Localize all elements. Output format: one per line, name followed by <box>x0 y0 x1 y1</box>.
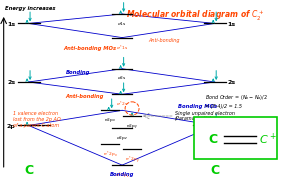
Text: 1 valence electron
lost from the 2p AO
of a parent C-atom: 1 valence electron lost from the 2p AO o… <box>13 111 60 128</box>
Text: C: C <box>24 164 33 177</box>
Text: $\sigma^*$1s: $\sigma^*$1s <box>116 43 128 53</box>
Text: C: C <box>210 164 219 177</box>
Text: Anti-bonding MOs: Anti-bonding MOs <box>64 46 117 51</box>
Text: Molecular orbital diagram of $C_2^+$: Molecular orbital diagram of $C_2^+$ <box>126 9 264 23</box>
Text: Anti-bonding: Anti-bonding <box>65 94 104 99</box>
Text: $\sigma$1s: $\sigma$1s <box>117 20 127 27</box>
Text: 2p: 2p <box>228 124 236 129</box>
Text: = (7-4)/2 = 1.5: = (7-4)/2 = 1.5 <box>205 104 242 109</box>
Text: $\sigma$2p$_z$: $\sigma$2p$_z$ <box>116 134 128 142</box>
Text: $\pi$2p$_x$: $\pi$2p$_x$ <box>104 116 116 124</box>
Text: $C^+$: $C^+$ <box>259 132 276 147</box>
Text: Bonding MOs: Bonding MOs <box>178 104 217 109</box>
Text: Bonding: Bonding <box>110 172 134 177</box>
Text: 1s: 1s <box>8 22 16 27</box>
Text: Anti-bonding: Anti-bonding <box>148 38 179 43</box>
Text: $\pi$2p$_y$: $\pi$2p$_y$ <box>126 122 138 130</box>
Text: 2s: 2s <box>228 81 236 85</box>
Text: C: C <box>208 133 217 146</box>
Text: Energy increases: Energy increases <box>5 6 55 11</box>
Text: 1s: 1s <box>228 22 236 27</box>
Text: $\sigma$2s: $\sigma$2s <box>117 74 127 81</box>
Text: 2p: 2p <box>7 124 16 129</box>
Text: Bond Order = $(N_b-N_a)/2$: Bond Order = $(N_b-N_a)/2$ <box>205 93 268 102</box>
FancyBboxPatch shape <box>194 117 278 158</box>
Text: $\pi^*$2p$_x$: $\pi^*$2p$_x$ <box>103 150 118 160</box>
Text: $\pi^*$2p$_y$: $\pi^*$2p$_y$ <box>124 155 140 166</box>
Text: Single unpaired electron
(Paramagnetic): Single unpaired electron (Paramagnetic) <box>175 111 235 121</box>
Text: $\sigma^*$2s: $\sigma^*$2s <box>116 100 128 109</box>
Text: 2s: 2s <box>8 81 16 85</box>
Text: Bonding: Bonding <box>65 70 90 75</box>
Text: $\sigma^*$2p$_z$: $\sigma^*$2p$_z$ <box>115 171 130 181</box>
